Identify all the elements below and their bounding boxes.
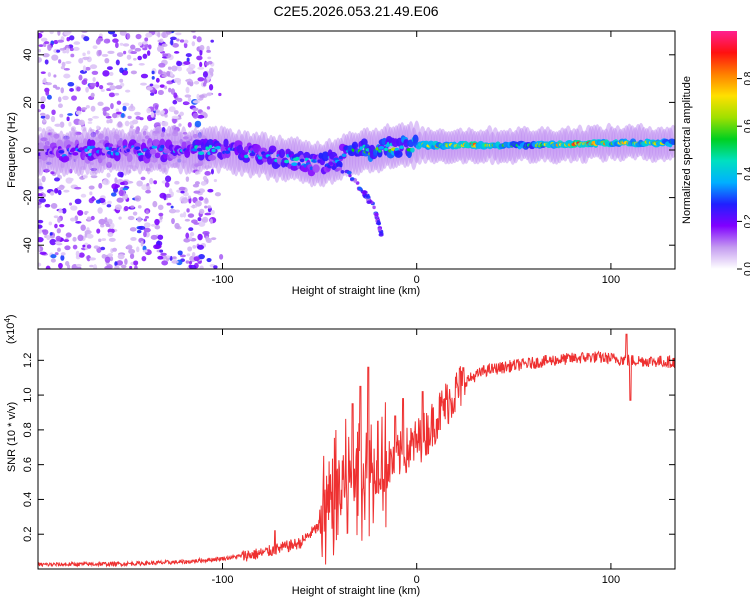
snr-series-line <box>38 333 675 568</box>
snr-x-tick-label: 0 <box>414 574 420 586</box>
spectrogram-y-tick-label: 40 <box>22 49 34 61</box>
colorbar-bar <box>711 31 737 269</box>
colorbar-tick-label: 0.6 <box>743 119 750 133</box>
spectrogram-x-tick-label: -100 <box>211 274 233 286</box>
snr-y-multiplier-text: (x104) <box>3 314 17 344</box>
colorbar-tick-label: 0.0 <box>743 262 750 276</box>
snr-y-tick-label: 0.4 <box>22 492 34 507</box>
spectrogram-y-tick-label: -40 <box>22 237 34 253</box>
spectrogram-x-tick-label: 0 <box>414 274 420 286</box>
snr-y-tick-label: 1.0 <box>22 387 34 402</box>
snr-x-tick-label: 100 <box>602 574 620 586</box>
spectrogram-heatmap <box>38 31 675 269</box>
colorbar-tick-label: 0.4 <box>743 166 750 180</box>
snr-y-tick-label: 0.2 <box>22 527 34 542</box>
snr-xlabel: Height of straight line (km) <box>292 585 420 597</box>
snr-panel: -100 0 100 0.2 0.4 0.6 0.8 1.0 1.2 Height of str… <box>3 314 676 597</box>
spectrogram-panel: -100 0 100 -40 -20 0 20 40 Height of straight l… <box>6 30 676 297</box>
snr-axis-ticks: -100 0 100 0.2 0.4 0.6 0.8 1.0 1.2 <box>22 329 675 586</box>
spectrogram-frame <box>37 30 676 270</box>
spectrogram-x-tick-label: 100 <box>602 274 620 286</box>
spectrogram-xlabel: Height of straight line (km) <box>292 285 420 297</box>
spectrogram-y-tick-label: 20 <box>22 96 34 108</box>
spectrogram-y-tick-label: 0 <box>22 147 34 153</box>
colorbar-ticks: 0.0 0.2 0.4 0.6 0.8 <box>737 71 750 276</box>
snr-y-tick-label: 0.6 <box>22 457 34 472</box>
spectrogram-y-tick-label: -20 <box>22 190 34 206</box>
snr-y-multiplier: (x104) <box>3 314 17 344</box>
figure-title: C2E5.2026.053.21.49.E06 <box>273 3 438 19</box>
spectrogram-axis-ticks: -100 0 100 -40 -20 0 20 40 <box>22 31 675 286</box>
colorbar-tick-label: 0.8 <box>743 71 750 85</box>
colorbar: 0.0 0.2 0.4 0.6 0.8 Normalized spectral ampl… <box>681 31 750 276</box>
snr-ylabel: SNR (10 * v/v) <box>6 402 18 472</box>
colorbar-tick-label: 0.2 <box>743 214 750 228</box>
spectrogram-ylabel: Frequency (Hz) <box>6 112 18 188</box>
snr-y-tick-label: 1.2 <box>22 353 34 368</box>
colorbar-label: Normalized spectral amplitude <box>681 76 693 224</box>
snr-frame <box>37 328 676 570</box>
snr-x-tick-label: -100 <box>211 574 233 586</box>
snr-y-tick-label: 0.8 <box>22 422 34 437</box>
